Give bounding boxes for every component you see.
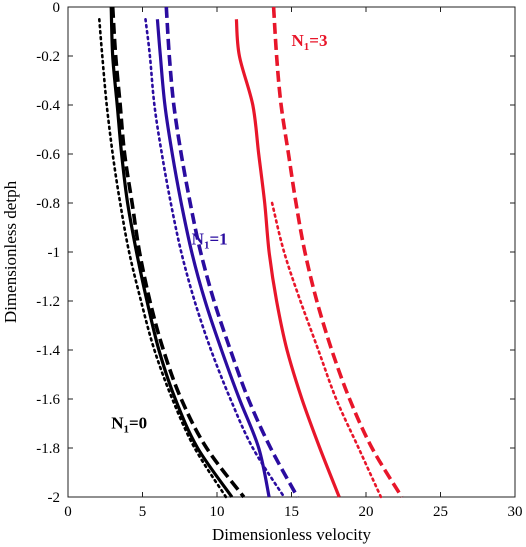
x-tick-label: 15 (284, 504, 299, 520)
plot-area (67, 6, 516, 498)
y-tick-label: -1.4 (36, 343, 60, 359)
x-tick-label: 25 (433, 504, 448, 520)
series-line-6 (234, 19, 341, 498)
y-tick-label: -0.4 (36, 98, 60, 114)
annotation-group: N1=0 N1=1 N1=3 (111, 31, 327, 435)
y-axis-label: Dimensionless detph (1, 180, 20, 323)
series-annotation: N1=0 (111, 413, 147, 435)
series-line-3 (155, 19, 271, 498)
series-line-1 (110, 6, 246, 499)
y-tick-label: -0.8 (36, 196, 60, 212)
x-tick-label: 30 (508, 504, 523, 520)
series-line-2 (98, 18, 228, 499)
series-line-4 (164, 6, 300, 498)
x-tick-label: 20 (359, 504, 374, 520)
x-tick-label: 5 (139, 504, 147, 520)
series-annotation: N1=3 (292, 31, 328, 53)
y-tick-label: -0.2 (36, 49, 60, 65)
x-tick-label: 0 (64, 504, 72, 520)
y-tick-label: -1.2 (36, 294, 60, 310)
y-tick-label: -1 (48, 245, 61, 261)
series-line-5 (144, 18, 286, 499)
x-axis-label: Dimensionless velocity (212, 525, 372, 544)
series-group (98, 6, 404, 499)
y-tick-label: -0.6 (36, 147, 60, 163)
series-line-0 (109, 6, 234, 498)
series-line-8 (270, 201, 383, 499)
y-tick-label: -2 (48, 490, 61, 506)
tick-group: 0 5 10 15 20 25 30 0 -0.2 -0.4 -0.6 -0.8 -1 -1.2 -1.4 -… (36, 0, 522, 520)
y-tick-label: -1.6 (36, 392, 60, 408)
x-tick-label: 10 (210, 504, 225, 520)
series-line-7 (271, 6, 404, 498)
y-tick-label: -1.8 (36, 441, 60, 457)
series-annotation: N1=1 (192, 230, 228, 252)
y-tick-label: 0 (53, 0, 61, 16)
